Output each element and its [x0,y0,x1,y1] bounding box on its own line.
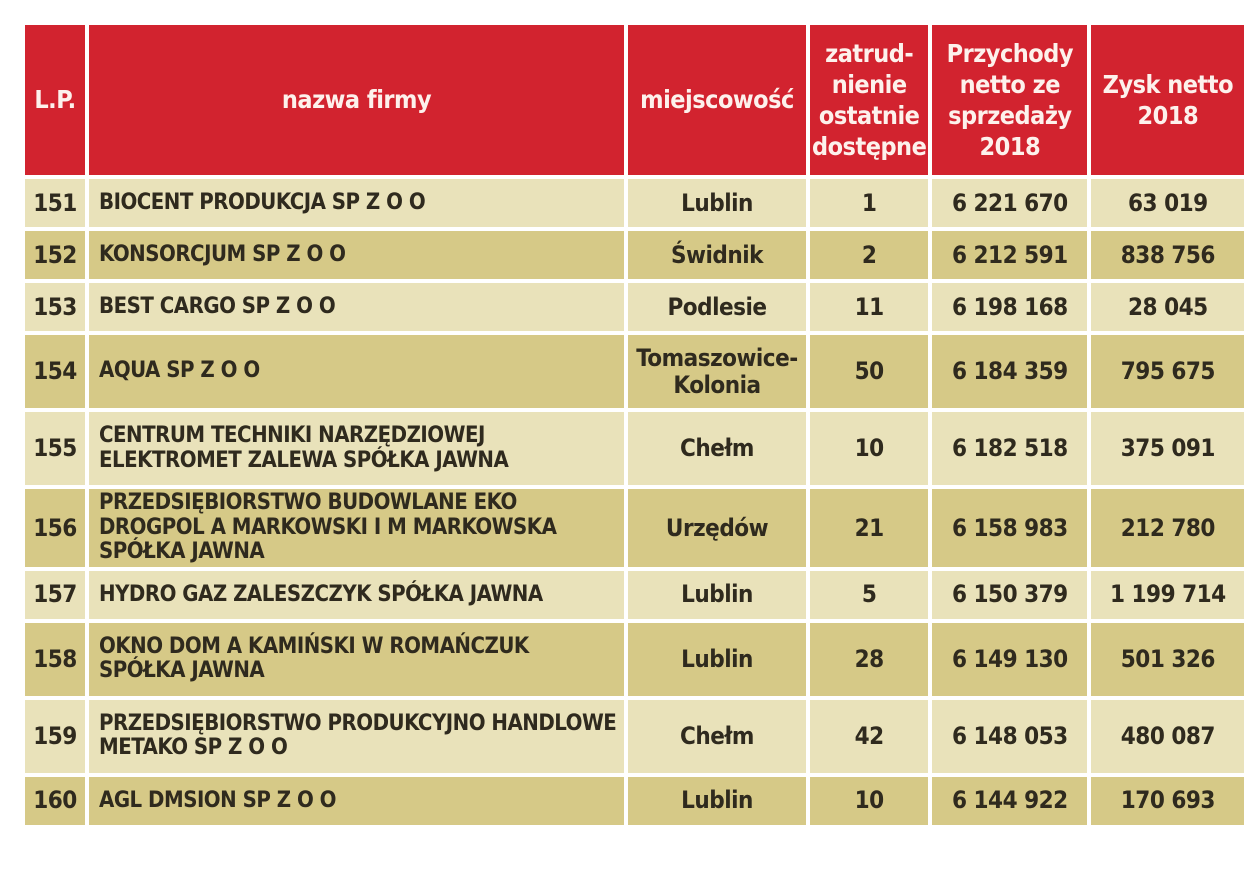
cell-company-name: AQUA SP Z O O [89,335,624,408]
column-header-employment: zatrud- nienie ostatnie dostępne [810,25,929,175]
cell-lp: 157 [25,570,85,619]
cell-lp: 154 [25,335,85,408]
cell-employment: 28 [810,622,929,696]
cell-employment: 42 [810,699,929,773]
table-row-153: 153 BEST CARGO SP Z O O Podlesie 11 6 19… [25,283,1245,331]
cell-city: Chełm [628,699,806,773]
cell-lp: 151 [25,179,85,227]
table-row-158: 158 OKNO DOM A KAMIŃSKI W ROMAŃCZUK SPÓŁ… [25,622,1245,696]
cell-lp: 156 [25,489,85,567]
cell-lp: 160 [25,776,85,825]
table-row-157: 157 HYDRO GAZ ZALESZCZYK SPÓŁKA JAWNA Lu… [25,570,1245,619]
cell-net-revenue: 6 198 168 [932,283,1088,331]
cell-lp: 152 [25,231,85,279]
cell-employment: 10 [810,412,929,485]
cell-net-revenue: 6 212 591 [932,231,1088,279]
cell-net-revenue: 6 144 922 [932,776,1088,825]
cell-city: Tomaszowice-Kolonia [628,335,806,408]
cell-city: Lublin [628,622,806,696]
cell-employment: 1 [810,179,929,227]
cell-city: Urzędów [628,489,806,567]
cell-lp: 155 [25,412,85,485]
cell-company-name: PRZEDSIĘBIORSTWO BUDOWLANE EKO DROGPOL A… [89,489,624,567]
cell-employment: 21 [810,489,929,567]
cell-net-profit: 212 780 [1091,489,1245,567]
cell-city: Lublin [628,570,806,619]
cell-city: Lublin [628,776,806,825]
cell-employment: 11 [810,283,929,331]
cell-company-name: BEST CARGO SP Z O O [89,283,624,331]
cell-lp: 159 [25,699,85,773]
cell-net-profit: 63 019 [1091,179,1245,227]
cell-lp: 153 [25,283,85,331]
cell-net-profit: 795 675 [1091,335,1245,408]
cell-net-revenue: 6 148 053 [932,699,1088,773]
column-header-net-profit-2018: Zysk netto 2018 [1091,25,1245,175]
cell-net-revenue: 6 182 518 [932,412,1088,485]
cell-lp: 158 [25,622,85,696]
cell-net-revenue: 6 149 130 [932,622,1088,696]
table-row-155: 155 CENTRUM TECHNIKI NARZĘDZIOWEJ ELEKTR… [25,412,1245,485]
cell-company-name: OKNO DOM A KAMIŃSKI W ROMAŃCZUK SPÓŁKA J… [89,622,624,696]
cell-company-name: CENTRUM TECHNIKI NARZĘDZIOWEJ ELEKTROMET… [89,412,624,485]
cell-net-revenue: 6 221 670 [932,179,1088,227]
cell-employment: 10 [810,776,929,825]
cell-company-name: HYDRO GAZ ZALESZCZYK SPÓŁKA JAWNA [89,570,624,619]
table-header-row: L.P. nazwa firmy miejscowość zatrud- nie… [25,25,1245,175]
cell-net-profit: 1 199 714 [1091,570,1245,619]
ranking-table-container: L.P. nazwa firmy miejscowość zatrud- nie… [21,21,1249,829]
cell-company-name: AGL DMSION SP Z O O [89,776,624,825]
cell-city: Lublin [628,179,806,227]
cell-company-name: KONSORCJUM SP Z O O [89,231,624,279]
cell-net-profit: 375 091 [1091,412,1245,485]
cell-net-profit: 501 326 [1091,622,1245,696]
companies-ranking-table: L.P. nazwa firmy miejscowość zatrud- nie… [21,21,1249,829]
cell-city: Chełm [628,412,806,485]
column-header-lp: L.P. [25,25,85,175]
table-row-151: 151 BIOCENT PRODUKCJA SP Z O O Lublin 1 … [25,179,1245,227]
cell-company-name: PRZEDSIĘBIORSTWO PRODUKCYJNO HANDLOWE ME… [89,699,624,773]
table-row-156: 156 PRZEDSIĘBIORSTWO BUDOWLANE EKO DROGP… [25,489,1245,567]
cell-net-profit: 480 087 [1091,699,1245,773]
column-header-company-name: nazwa firmy [89,25,624,175]
cell-net-revenue: 6 158 983 [932,489,1088,567]
column-header-city: miejscowość [628,25,806,175]
table-row-160: 160 AGL DMSION SP Z O O Lublin 10 6 144 … [25,776,1245,825]
cell-city: Podlesie [628,283,806,331]
table-row-159: 159 PRZEDSIĘBIORSTWO PRODUKCYJNO HANDLOW… [25,699,1245,773]
cell-net-profit: 170 693 [1091,776,1245,825]
cell-employment: 50 [810,335,929,408]
cell-employment: 5 [810,570,929,619]
cell-net-profit: 28 045 [1091,283,1245,331]
cell-net-profit: 838 756 [1091,231,1245,279]
column-header-net-revenue-2018: Przychody netto ze sprzedaży 2018 [932,25,1088,175]
table-row-152: 152 KONSORCJUM SP Z O O Świdnik 2 6 212 … [25,231,1245,279]
table-row-154: 154 AQUA SP Z O O Tomaszowice-Kolonia 50… [25,335,1245,408]
cell-net-revenue: 6 150 379 [932,570,1088,619]
cell-employment: 2 [810,231,929,279]
cell-net-revenue: 6 184 359 [932,335,1088,408]
cell-city: Świdnik [628,231,806,279]
cell-company-name: BIOCENT PRODUKCJA SP Z O O [89,179,624,227]
